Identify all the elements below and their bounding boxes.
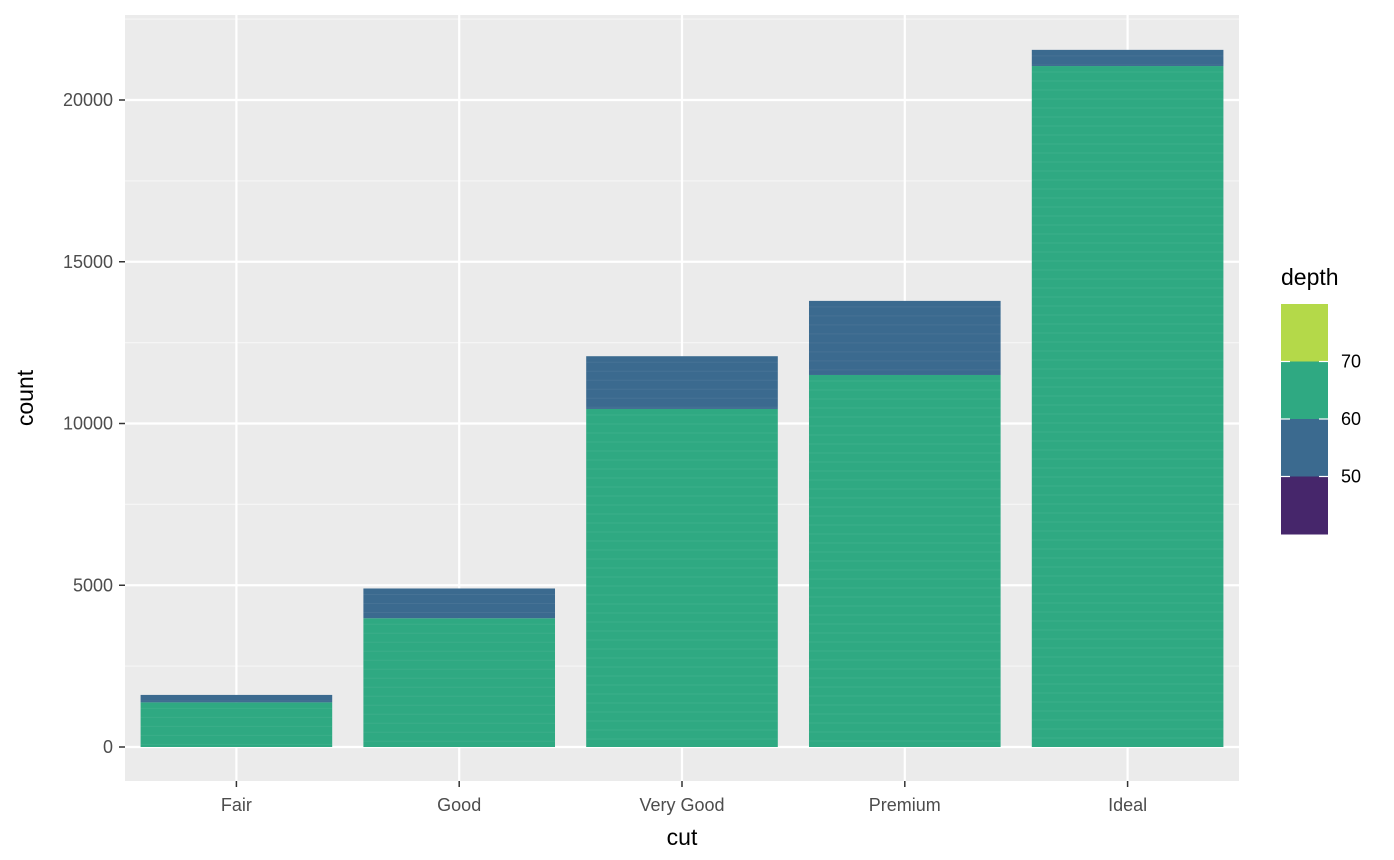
bar-segment-ideal-1 (1031, 49, 1224, 67)
bar-segment-fair-0 (140, 702, 333, 747)
x-tick-label: Good (437, 795, 481, 815)
x-tick-label: Very Good (639, 795, 724, 815)
legend-labels: 70 60 50 (1281, 352, 1361, 487)
x-axis: Fair Good Very Good Premium Ideal (221, 781, 1147, 815)
y-tick-label: 5000 (73, 575, 113, 595)
x-tick-label: Fair (221, 795, 252, 815)
legend-swatch (1281, 419, 1328, 477)
y-tick-label: 0 (103, 737, 113, 757)
y-tick-label: 15000 (63, 252, 113, 272)
x-axis-title: cut (667, 824, 698, 850)
legend-label: 70 (1341, 352, 1361, 372)
bar-segment-ideal-0 (1031, 66, 1224, 748)
bar-segment-very-good-1 (586, 356, 778, 409)
y-tick-label: 20000 (63, 90, 113, 110)
y-tick-label: 10000 (63, 414, 113, 434)
bar-segment-fair-1 (140, 694, 333, 703)
bar-segment-very-good-0 (586, 408, 778, 747)
x-tick-label: Ideal (1108, 795, 1147, 815)
legend-label: 60 (1341, 409, 1361, 429)
legend-title: depth (1281, 264, 1339, 290)
bar-segment-premium-1 (808, 300, 1001, 375)
x-tick-label: Premium (869, 795, 941, 815)
y-axis: 0 5000 10000 15000 20000 (63, 90, 125, 757)
legend-swatch (1281, 361, 1328, 420)
y-axis-title: count (12, 369, 38, 426)
legend-swatch (1281, 304, 1328, 362)
bars (140, 49, 1224, 748)
bar-segment-good-1 (363, 588, 556, 619)
legend-label: 50 (1341, 467, 1361, 487)
legend: depth 70 60 50 (1281, 264, 1361, 535)
bar-segment-good-0 (363, 618, 556, 747)
legend-swatch (1281, 476, 1328, 535)
bar-segment-premium-0 (808, 374, 1001, 747)
legend-colorbar (1281, 304, 1328, 535)
